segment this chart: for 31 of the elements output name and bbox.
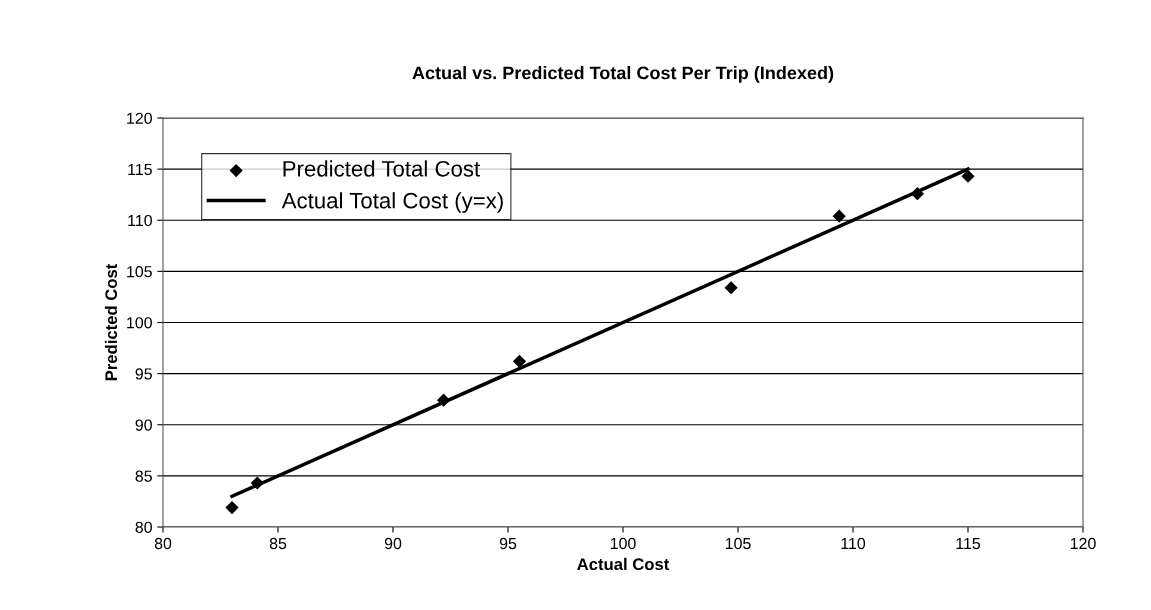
y-tick-label: 115 xyxy=(128,163,152,176)
point xyxy=(910,187,924,201)
y-tick-label: 110 xyxy=(128,214,152,227)
x-tick-label: 115 xyxy=(956,538,981,550)
y-tick-label: 80 xyxy=(135,521,152,533)
x-tick-label: 80 xyxy=(154,537,172,550)
x-tick-label: 95 xyxy=(499,537,517,550)
x-axis-title: Actual Cost xyxy=(577,557,670,571)
y-tick-label: 85 xyxy=(135,470,152,482)
y-tick-label: 95 xyxy=(135,368,152,380)
y-tick-label: 100 xyxy=(127,317,152,329)
x-tick-label: 100 xyxy=(610,537,636,550)
y-tick-label: 105 xyxy=(127,266,152,278)
x-tick-label: 90 xyxy=(384,537,402,550)
legend-label: Predicted Total Cost xyxy=(283,160,481,177)
point xyxy=(512,354,527,368)
legend-label: Actual Total Cost (y=x) xyxy=(281,192,503,213)
x-tick-label: 85 xyxy=(269,537,287,550)
y-axis-title: Predicted Cost xyxy=(104,263,118,381)
point xyxy=(250,476,264,490)
point xyxy=(437,393,451,407)
x-tick-label: 105 xyxy=(725,537,751,550)
point xyxy=(832,209,846,223)
point xyxy=(961,169,975,183)
chart-title: Actual vs. Predicted Total Cost Per Trip (Indexed) xyxy=(412,66,834,83)
y-tick-label: 120 xyxy=(127,112,152,124)
x-tick-label: 110 xyxy=(841,537,866,550)
point xyxy=(724,281,738,295)
y-tick-label: 90 xyxy=(135,419,152,431)
point xyxy=(225,500,239,515)
x-tick-label: 120 xyxy=(1070,537,1096,550)
